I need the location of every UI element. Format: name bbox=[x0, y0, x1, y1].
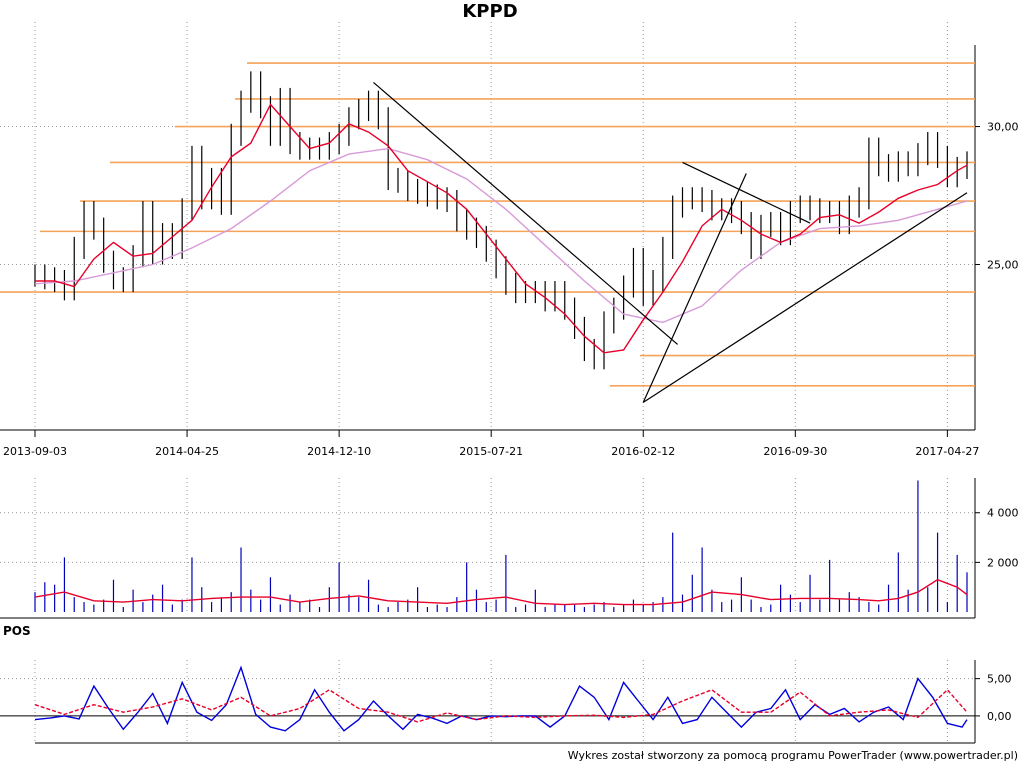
pos-signal-line bbox=[34, 688, 968, 723]
x-tick-label: 2016-09-30 bbox=[763, 445, 827, 458]
pos-y-tick-label: 5,00 bbox=[987, 673, 1012, 686]
ma-short-line bbox=[35, 103, 968, 354]
x-tick-label: 2013-09-03 bbox=[3, 445, 67, 458]
x-tick-label: 2014-04-25 bbox=[155, 445, 219, 458]
indicator-label: POS bbox=[3, 624, 31, 638]
trendline bbox=[642, 192, 968, 403]
volume-y-tick-label: 4 000 bbox=[987, 507, 1019, 520]
trendline bbox=[642, 173, 747, 403]
x-tick-label: 2015-07-21 bbox=[459, 445, 523, 458]
volume-ma-line bbox=[34, 578, 968, 606]
footer-credit: Wykres został stworzony za pomocą progra… bbox=[567, 749, 1018, 762]
pos-y-tick-label: 0,00 bbox=[987, 710, 1012, 723]
trendline bbox=[682, 161, 811, 224]
pos-line bbox=[34, 665, 968, 732]
trendline bbox=[373, 81, 678, 345]
ma-long-line bbox=[34, 147, 968, 324]
x-tick-label: 2014-12-10 bbox=[307, 445, 371, 458]
volume-y-tick-label: 2 000 bbox=[987, 556, 1019, 569]
y-tick-label: 30,00 bbox=[987, 121, 1019, 134]
x-tick-label: 2017-04-27 bbox=[915, 445, 979, 458]
x-tick-label: 2016-02-12 bbox=[611, 445, 675, 458]
y-tick-label: 25,00 bbox=[987, 258, 1019, 271]
chart-title: KPPD bbox=[462, 1, 518, 22]
